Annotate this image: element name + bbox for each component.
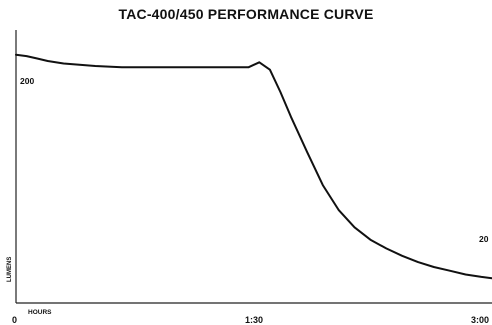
y-axis-label: LUMENS — [7, 257, 13, 282]
x-axis-label: HOURS — [28, 309, 52, 316]
series-line — [15, 53, 492, 280]
x-tick-label-start: 0 — [12, 315, 17, 325]
end-value-annotation: 20 — [479, 234, 489, 244]
x-tick-label-end: 3:00 — [471, 315, 489, 325]
x-tick-label-mid: 1:30 — [245, 315, 263, 325]
start-value-annotation: 200 — [20, 76, 34, 86]
chart-title: TAC-400/450 PERFORMANCE CURVE — [118, 6, 374, 22]
